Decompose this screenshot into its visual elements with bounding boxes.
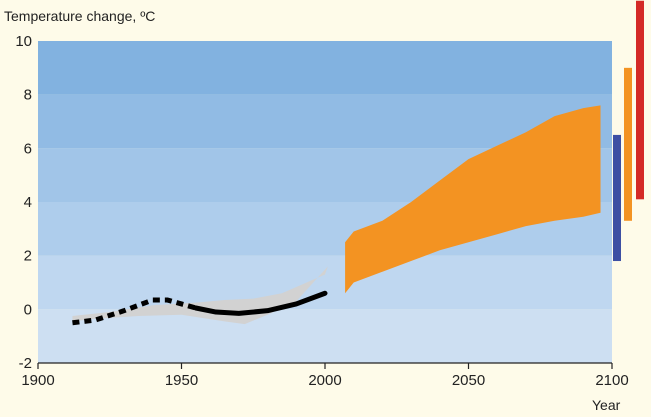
y-tick-label: 4: [24, 194, 32, 211]
x-tick-label: 2100: [595, 372, 628, 389]
y-axis-title: Temperature change, ºC: [4, 8, 155, 24]
y-tick-label: 6: [24, 140, 32, 157]
axes: 1900 1950 2000 2050 2100 -2 0 2 4 6 8 10: [15, 33, 628, 389]
y-tick-label: 0: [24, 301, 32, 318]
range-bar: [624, 67, 632, 221]
projection-range-area: [345, 105, 601, 294]
background-band: [38, 255, 612, 310]
range-bar: [636, 0, 644, 200]
observed-line-solid: [193, 290, 328, 316]
x-tick-label: 2050: [452, 372, 485, 389]
background-band: [38, 309, 612, 363]
x-axis-title: Year: [592, 397, 621, 413]
x-tick-label: 1900: [21, 372, 54, 389]
x-tick-label: 1950: [165, 372, 198, 389]
y-tick-label: 10: [15, 33, 32, 50]
y-tick-label: 8: [24, 87, 32, 104]
background-band: [38, 41, 612, 95]
y-ticks: -2 0 2 4 6 8 10: [15, 33, 32, 372]
observed-line-dotted: [72, 297, 197, 326]
y-tick-label: 2: [24, 248, 32, 265]
x-ticks: 1900 1950 2000 2050 2100: [21, 363, 629, 389]
range-bars: [613, 0, 644, 262]
x-tick-label: 2000: [308, 372, 341, 389]
chart-series: [72, 105, 601, 326]
y-tick-label: -2: [19, 355, 32, 372]
range-bar: [613, 134, 621, 262]
